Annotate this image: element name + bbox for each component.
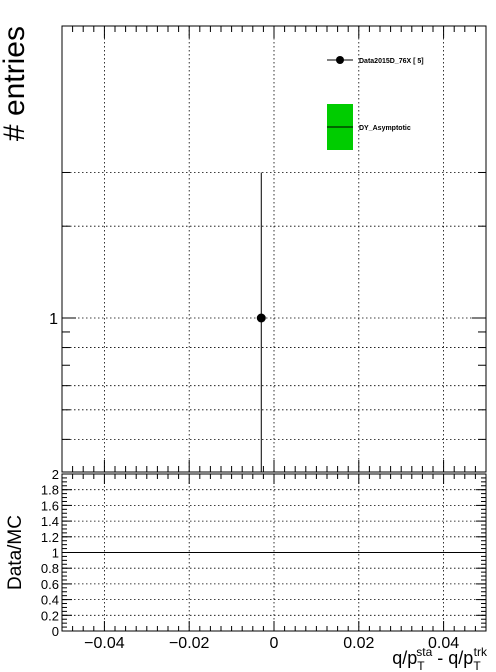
ratio-y-tick-label: 0 [52, 624, 59, 639]
upper-ytick-label: 1 [49, 311, 58, 328]
legend: Data2015D_76X [ 5] DY_Asymptotic [327, 56, 424, 150]
x-tick-label: −0.04 [84, 635, 125, 652]
upper-data-layer [256, 172, 266, 472]
x-tick-label: 0 [270, 635, 279, 652]
x-label-sub2: T [473, 659, 481, 672]
ratio-y-axis-label: Data/MC [5, 515, 26, 590]
legend-data-marker [336, 56, 344, 64]
ratio-y-tick-label: 0.8 [41, 561, 59, 576]
x-tick-label: 0.04 [428, 635, 459, 652]
ratio-y-tick-label: 1.2 [41, 530, 59, 545]
upper-frame [61, 25, 487, 473]
ratio-y-tick-labels: 00.20.40.60.811.21.41.61.82 [41, 467, 59, 639]
ratio-y-tick-label: 1.8 [41, 483, 59, 498]
x-tick-label: 0.02 [343, 635, 374, 652]
ratio-y-tick-label: 1 [52, 546, 59, 561]
ratio-y-tick-label: 1.4 [41, 514, 59, 529]
upper-grid [62, 26, 486, 472]
ratio-y-tick-label: 0.6 [41, 577, 59, 592]
x-axis-label: q/pTsta - q/pTtrk [392, 645, 488, 672]
ratio-y-tick-label: 0.4 [41, 593, 59, 608]
x-label-sub1: T [417, 659, 425, 672]
x-label-mid: - q/p [432, 648, 473, 668]
ratio-y-tick-label: 0.2 [41, 608, 59, 623]
legend-mc-label: DY_Asymptotic [359, 125, 411, 132]
x-tick-label: −0.02 [169, 635, 210, 652]
ratio-y-tick-label: 1.6 [41, 498, 59, 513]
data-point [256, 313, 266, 323]
x-label-main: q/p [392, 648, 417, 668]
upper-ticks [61, 26, 487, 472]
ratio-panel: 00.20.40.60.811.21.41.61.82 −0.04 −0.02 0 0… [5, 467, 488, 672]
upper-panel: 1 # entries Data2015D_76X [ 5] DY_Asympt… [0, 25, 487, 473]
x-tick-labels: −0.04 −0.02 0 0.02 0.04 [84, 635, 459, 652]
legend-data-label: Data2015D_76X [ 5] [359, 58, 424, 65]
ratio-y-tick-label: 2 [52, 467, 59, 482]
upper-y-axis-label: # entries [0, 26, 31, 141]
x-label-sup1: sta [416, 645, 432, 659]
x-label-sup2: trk [474, 645, 488, 659]
